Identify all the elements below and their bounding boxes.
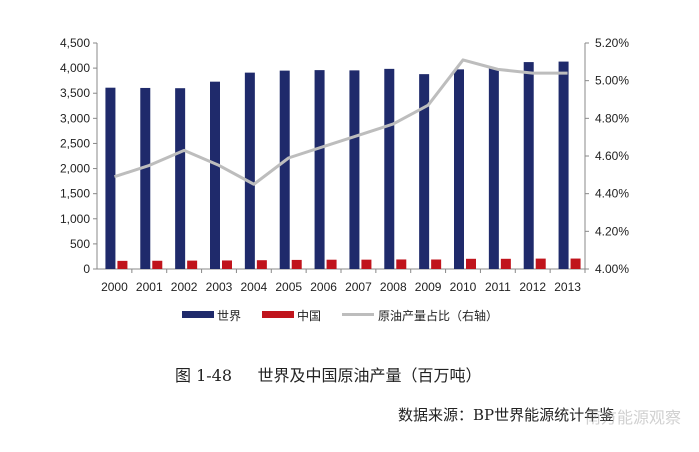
bar-world	[175, 88, 186, 269]
x-tick-label: 2010	[450, 280, 477, 294]
bar-china	[570, 258, 581, 269]
y-left-tick-label: 3,500	[60, 86, 90, 100]
y-left-tick-label: 500	[70, 237, 90, 251]
legend-swatch-world	[182, 311, 214, 318]
figure-caption: 图 1-48 世界及中国原油产量（百万吨）	[175, 366, 482, 385]
bar-world	[384, 68, 395, 269]
legend-label-china: 中国	[297, 308, 321, 323]
y-left-tick-label: 4,000	[60, 61, 90, 75]
x-tick-label: 2007	[345, 280, 372, 294]
bar-china	[500, 258, 511, 269]
bar-world	[314, 70, 325, 270]
bar-world	[279, 70, 290, 269]
y-left-tick-label: 2,500	[60, 136, 90, 150]
x-tick-label: 2006	[310, 280, 337, 294]
bar-china	[466, 258, 476, 269]
y-right-tick-label: 4.40%	[595, 187, 629, 201]
plot-area: 0 500 1,000 1,500 2,000 2,500 3,000 3,500 4,000 4…	[60, 36, 629, 294]
y-right-tick-label: 4.60%	[595, 149, 629, 163]
bar-world	[244, 72, 255, 270]
x-tick-label: 2009	[415, 280, 442, 294]
bar-china	[431, 259, 442, 269]
y-left-tick-label: 1,000	[60, 212, 90, 226]
x-tick-label: 2013	[554, 280, 581, 294]
x-tick-label: 2003	[206, 280, 233, 294]
bar-world	[558, 61, 569, 270]
legend-label-share: 原油产量占比（右轴）	[378, 308, 498, 323]
y-right-tick-label: 5.00%	[595, 74, 629, 88]
bar-china	[361, 259, 372, 269]
line-share	[113, 58, 568, 186]
legend-swatch-china	[262, 311, 294, 318]
y-left-tick-label: 3,000	[60, 111, 90, 125]
bar-china	[326, 259, 337, 269]
y-left-tick-label: 4,500	[60, 36, 90, 50]
y-left-tick-label: 1,500	[60, 187, 90, 201]
y-right-tick-label: 4.20%	[595, 224, 629, 238]
bar-world	[349, 70, 360, 269]
y-right-tick-label: 4.80%	[595, 111, 629, 125]
bar-china	[535, 258, 546, 269]
x-tick-label: 2001	[136, 280, 163, 294]
bar-china	[152, 260, 163, 269]
bar-china	[222, 260, 232, 269]
bar-world	[140, 87, 151, 270]
bar-china	[396, 259, 407, 269]
bar-world	[454, 69, 464, 269]
x-tick-label: 2012	[519, 280, 546, 294]
legend: 世界 中国 原油产量占比（右轴）	[182, 308, 498, 323]
y-right-tick-label: 5.20%	[595, 36, 629, 50]
x-tick-label: 2008	[380, 280, 407, 294]
bar-world	[210, 81, 220, 269]
bar-world	[488, 68, 499, 270]
bar-world	[105, 87, 116, 269]
bar-world	[523, 62, 534, 270]
x-tick-label: 2011	[485, 280, 511, 294]
bar-china	[256, 260, 267, 269]
x-tick-label: 2005	[275, 280, 302, 294]
data-source: 数据来源：BP世界能源统计年鉴	[398, 406, 615, 424]
bar-china	[117, 260, 128, 269]
bar-china	[187, 260, 198, 269]
legend-label-world: 世界	[217, 309, 241, 323]
x-tick-label: 2002	[171, 280, 198, 294]
bar-world	[419, 74, 430, 269]
watermark: 南方能源观察	[584, 408, 681, 427]
y-left-tick-label: 0	[83, 262, 90, 276]
x-tick-label: 2004	[241, 280, 268, 294]
x-tick-label: 2000	[101, 280, 128, 294]
y-left-tick-label: 2,000	[60, 162, 90, 176]
y-right-tick-label: 4.00%	[595, 262, 629, 276]
bar-china	[291, 259, 302, 269]
